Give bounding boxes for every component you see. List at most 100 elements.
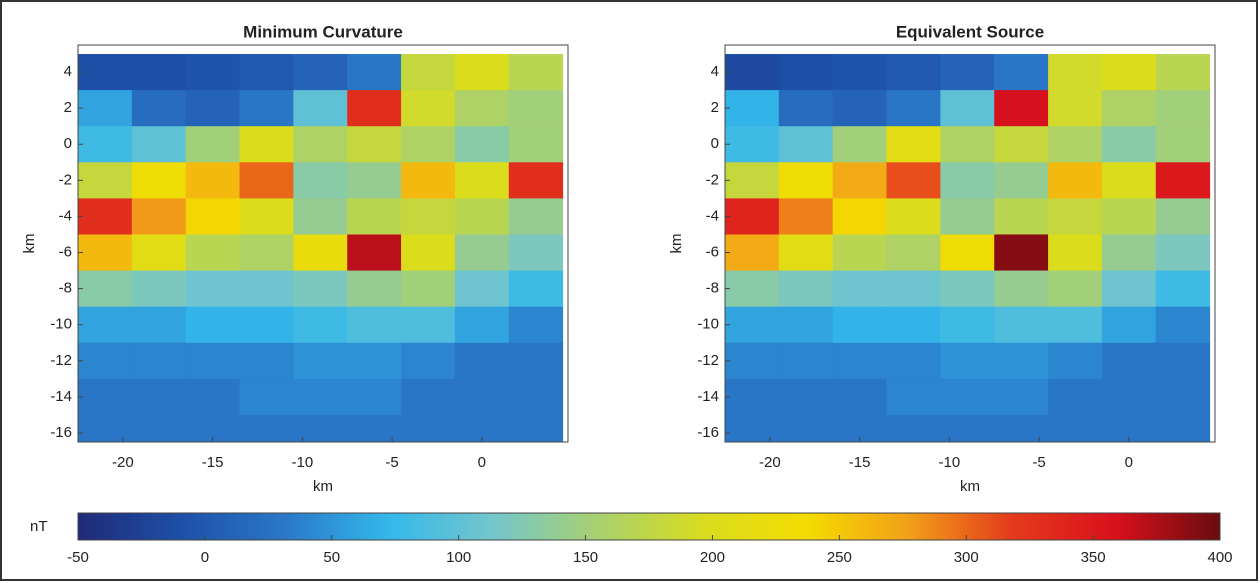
cell: [78, 54, 133, 91]
cell: [1101, 90, 1157, 127]
x-axis-label: km: [960, 478, 980, 495]
cell: [78, 90, 133, 127]
cell: [293, 306, 348, 344]
y-tick-label: -14: [697, 388, 719, 405]
cell: [401, 162, 456, 199]
cell: [454, 234, 510, 272]
colorbar-tick-label: 300: [954, 549, 979, 566]
cell: [1155, 414, 1211, 442]
cell: [940, 54, 995, 91]
cell: [185, 54, 241, 91]
cell: [994, 126, 1049, 163]
cell: [239, 90, 294, 127]
cell: [347, 162, 402, 199]
colorbar-tick-label: 400: [1207, 549, 1232, 566]
cell: [725, 270, 780, 308]
y-tick-label: -6: [59, 243, 72, 260]
cell: [886, 234, 941, 272]
cell: [832, 90, 888, 127]
title: Minimum Curvature: [243, 22, 403, 41]
cell: [185, 162, 241, 199]
y-tick-label: 2: [711, 99, 719, 116]
y-tick-label: -2: [706, 171, 719, 188]
cell: [401, 234, 456, 272]
cell: [1048, 306, 1103, 344]
y-axis-label: km: [21, 234, 38, 254]
cell: [1048, 234, 1103, 272]
cell: [725, 306, 780, 344]
cell: [725, 162, 780, 199]
cell: [239, 198, 294, 235]
cell: [239, 54, 294, 91]
cell: [725, 90, 780, 127]
cell: [401, 378, 456, 416]
cell: [940, 342, 995, 380]
colorbar-tick-label: -50: [67, 549, 89, 566]
cell: [1101, 306, 1157, 344]
cell: [239, 162, 294, 199]
cell: [994, 342, 1049, 380]
cell: [940, 306, 995, 344]
cell: [1048, 126, 1103, 163]
cell: [508, 414, 564, 442]
cell: [1048, 342, 1103, 380]
cell: [940, 90, 995, 127]
cell: [778, 54, 834, 91]
cell: [886, 306, 941, 344]
colorbar: [77, 512, 1221, 541]
cell: [185, 198, 241, 235]
cell: [239, 234, 294, 272]
cell: [886, 414, 941, 442]
y-tick-label: -8: [59, 280, 72, 297]
cell: [293, 270, 348, 308]
cell: [239, 126, 294, 163]
y-tick-label: -6: [706, 243, 719, 260]
cell: [778, 342, 834, 380]
cell: [1101, 270, 1157, 308]
cell: [293, 234, 348, 272]
cell: [131, 162, 187, 199]
cell: [886, 54, 941, 91]
y-tick-label: -12: [50, 352, 72, 369]
y-tick-label: -12: [697, 352, 719, 369]
cell: [1048, 198, 1103, 235]
cell: [832, 126, 888, 163]
cell: [347, 90, 402, 127]
cell: [454, 306, 510, 344]
x-tick-label: -5: [1032, 454, 1045, 471]
cell: [401, 54, 456, 91]
colorbar-tick-label: 100: [446, 549, 471, 566]
cell: [401, 270, 456, 308]
cell: [131, 54, 187, 91]
cell: [1101, 342, 1157, 380]
cell: [778, 126, 834, 163]
cell: [778, 162, 834, 199]
cell: [994, 306, 1049, 344]
cell: [778, 414, 834, 442]
cell: [1155, 342, 1211, 380]
cell: [185, 90, 241, 127]
cell: [1155, 234, 1211, 272]
cell: [185, 306, 241, 344]
cell: [832, 414, 888, 442]
y-tick-label: -14: [50, 388, 72, 405]
x-tick-label: -15: [202, 454, 224, 471]
cell: [1101, 198, 1157, 235]
y-tick-label: 2: [64, 99, 72, 116]
y-axis-label: km: [668, 234, 685, 254]
cell: [940, 126, 995, 163]
cell: [185, 270, 241, 308]
cell: [293, 126, 348, 163]
cell: [1155, 306, 1211, 344]
cell: [401, 126, 456, 163]
cell: [347, 306, 402, 344]
cell: [508, 342, 564, 380]
cell: [508, 54, 564, 91]
cell: [293, 54, 348, 91]
cell: [401, 414, 456, 442]
cell: [1048, 90, 1103, 127]
cell: [1101, 378, 1157, 416]
cell: [454, 270, 510, 308]
cell: [1101, 54, 1157, 91]
